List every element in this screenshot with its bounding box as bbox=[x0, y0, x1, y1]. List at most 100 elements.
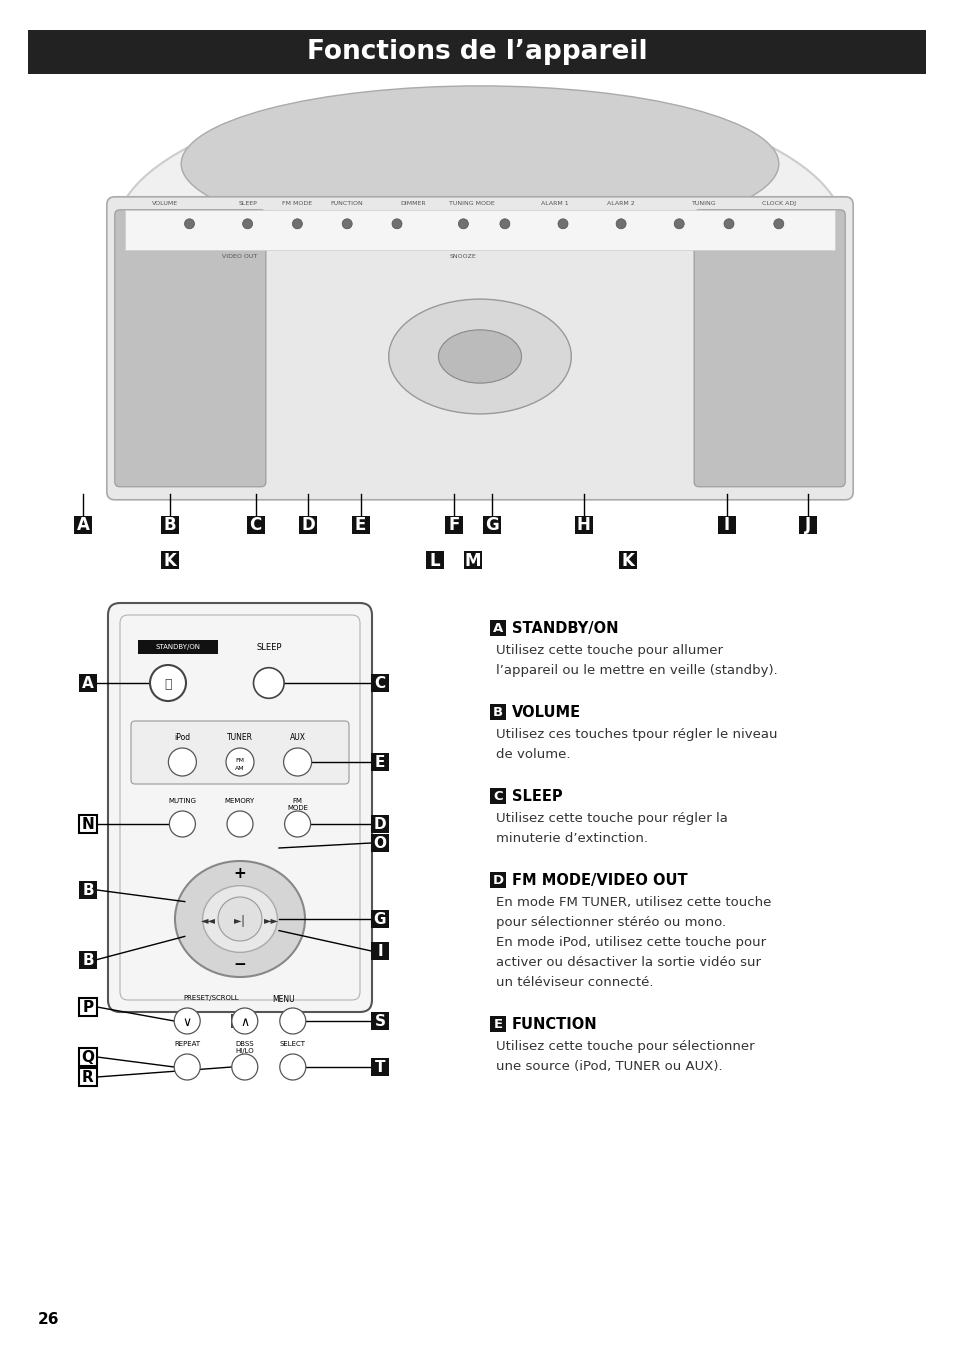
Text: G: G bbox=[374, 912, 386, 927]
Text: ◄◄: ◄◄ bbox=[201, 915, 216, 925]
Text: A: A bbox=[493, 622, 502, 635]
Circle shape bbox=[170, 812, 195, 837]
Text: Q: Q bbox=[81, 1050, 94, 1065]
Text: ALARM 2: ALARM 2 bbox=[607, 201, 635, 206]
Bar bbox=[490, 1016, 505, 1033]
Text: une source (iPod, TUNER ou AUX).: une source (iPod, TUNER ou AUX). bbox=[496, 1060, 721, 1073]
Text: FUNCTION: FUNCTION bbox=[331, 201, 363, 206]
FancyBboxPatch shape bbox=[694, 210, 844, 486]
Text: DIMMER: DIMMER bbox=[400, 201, 426, 206]
Bar bbox=[490, 873, 505, 888]
Text: D: D bbox=[492, 874, 503, 888]
Text: S: S bbox=[375, 1014, 385, 1028]
Bar bbox=[79, 814, 97, 833]
Circle shape bbox=[458, 218, 468, 229]
Bar bbox=[79, 1068, 97, 1085]
Bar bbox=[79, 951, 97, 969]
Text: −: − bbox=[233, 957, 246, 972]
Text: P: P bbox=[82, 1000, 93, 1015]
Bar bbox=[161, 551, 178, 569]
Text: TUNER: TUNER bbox=[227, 733, 253, 743]
Text: Utilisez cette touche pour sélectionner: Utilisez cette touche pour sélectionner bbox=[496, 1041, 754, 1053]
Circle shape bbox=[174, 1008, 200, 1034]
Circle shape bbox=[253, 668, 284, 698]
Text: D: D bbox=[301, 516, 314, 534]
Circle shape bbox=[284, 812, 311, 837]
Text: En mode iPod, utilisez cette touche pour: En mode iPod, utilisez cette touche pour bbox=[496, 936, 765, 948]
Text: MEMORY: MEMORY bbox=[225, 798, 254, 804]
Text: MENU: MENU bbox=[272, 995, 294, 1004]
Bar bbox=[490, 705, 505, 720]
Text: SLEEP: SLEEP bbox=[238, 201, 256, 206]
Circle shape bbox=[279, 1054, 306, 1080]
Text: FUNCTION: FUNCTION bbox=[512, 1018, 597, 1033]
Bar bbox=[79, 1047, 97, 1066]
Text: SELECT: SELECT bbox=[279, 1041, 306, 1047]
Circle shape bbox=[169, 748, 196, 776]
Circle shape bbox=[226, 748, 253, 776]
Text: Utilisez cette touche pour allumer: Utilisez cette touche pour allumer bbox=[496, 644, 722, 657]
Text: CLOCK ADJ: CLOCK ADJ bbox=[760, 201, 795, 206]
Text: Utilisez cette touche pour régler la: Utilisez cette touche pour régler la bbox=[496, 812, 727, 825]
Bar bbox=[79, 673, 97, 692]
Circle shape bbox=[227, 812, 253, 837]
Bar bbox=[231, 1014, 245, 1028]
Bar bbox=[618, 551, 636, 569]
Circle shape bbox=[232, 1054, 257, 1080]
FancyBboxPatch shape bbox=[108, 603, 372, 1012]
Bar bbox=[371, 673, 389, 692]
Text: Utilisez ces touches tpour régler le niveau: Utilisez ces touches tpour régler le niv… bbox=[496, 728, 777, 741]
Text: AUX: AUX bbox=[290, 733, 305, 743]
FancyBboxPatch shape bbox=[107, 196, 852, 500]
Text: l’appareil ou le mettre en veille (standby).: l’appareil ou le mettre en veille (stand… bbox=[496, 664, 777, 678]
Text: Fonctions de l’appareil: Fonctions de l’appareil bbox=[306, 39, 647, 65]
Ellipse shape bbox=[114, 89, 844, 377]
Text: iPod: iPod bbox=[174, 733, 191, 743]
Text: un téléviseur connecté.: un téléviseur connecté. bbox=[496, 976, 653, 989]
Text: E: E bbox=[375, 755, 385, 770]
Text: I: I bbox=[723, 516, 729, 534]
Text: STANDBY/ON: STANDBY/ON bbox=[155, 644, 200, 650]
Bar bbox=[28, 30, 925, 75]
Text: VOLUME: VOLUME bbox=[512, 705, 580, 720]
Text: minuterie d’extinction.: minuterie d’extinction. bbox=[496, 832, 647, 846]
Text: SLEEP: SLEEP bbox=[255, 642, 281, 652]
Text: En mode FM TUNER, utilisez cette touche: En mode FM TUNER, utilisez cette touche bbox=[496, 896, 771, 909]
Text: PRESET/SCROLL: PRESET/SCROLL bbox=[183, 995, 239, 1001]
Text: C: C bbox=[374, 676, 385, 691]
Bar bbox=[483, 516, 500, 534]
Text: K: K bbox=[163, 551, 176, 569]
Ellipse shape bbox=[438, 329, 521, 383]
Circle shape bbox=[242, 218, 253, 229]
Bar bbox=[125, 210, 834, 249]
Text: C: C bbox=[250, 516, 261, 534]
Text: ∧: ∧ bbox=[240, 1015, 249, 1028]
Text: A: A bbox=[76, 516, 90, 534]
Text: pour sélectionner stéréo ou mono.: pour sélectionner stéréo ou mono. bbox=[496, 916, 725, 930]
Bar bbox=[718, 516, 735, 534]
Bar bbox=[138, 640, 218, 654]
Text: 26: 26 bbox=[38, 1312, 59, 1327]
Circle shape bbox=[558, 218, 567, 229]
Text: ►►: ►► bbox=[263, 915, 278, 925]
Text: SNOOZE: SNOOZE bbox=[450, 253, 476, 259]
Bar bbox=[161, 516, 178, 534]
Text: N: N bbox=[82, 817, 94, 832]
Bar bbox=[371, 942, 389, 959]
Bar bbox=[371, 911, 389, 928]
Circle shape bbox=[292, 218, 302, 229]
Text: STANDBY/ON: STANDBY/ON bbox=[512, 621, 618, 635]
Bar bbox=[371, 1058, 389, 1076]
Circle shape bbox=[279, 1008, 306, 1034]
Text: ⏻: ⏻ bbox=[164, 678, 172, 691]
Text: activer ou désactiver la sortie vidéo sur: activer ou désactiver la sortie vidéo su… bbox=[496, 957, 760, 969]
Circle shape bbox=[616, 218, 625, 229]
Bar bbox=[575, 516, 592, 534]
Circle shape bbox=[342, 218, 352, 229]
Bar bbox=[799, 516, 816, 534]
Ellipse shape bbox=[174, 860, 305, 977]
Bar bbox=[426, 551, 443, 569]
Text: B: B bbox=[163, 516, 176, 534]
Text: ►⎮: ►⎮ bbox=[233, 915, 246, 925]
Text: FM MODE: FM MODE bbox=[282, 201, 313, 206]
